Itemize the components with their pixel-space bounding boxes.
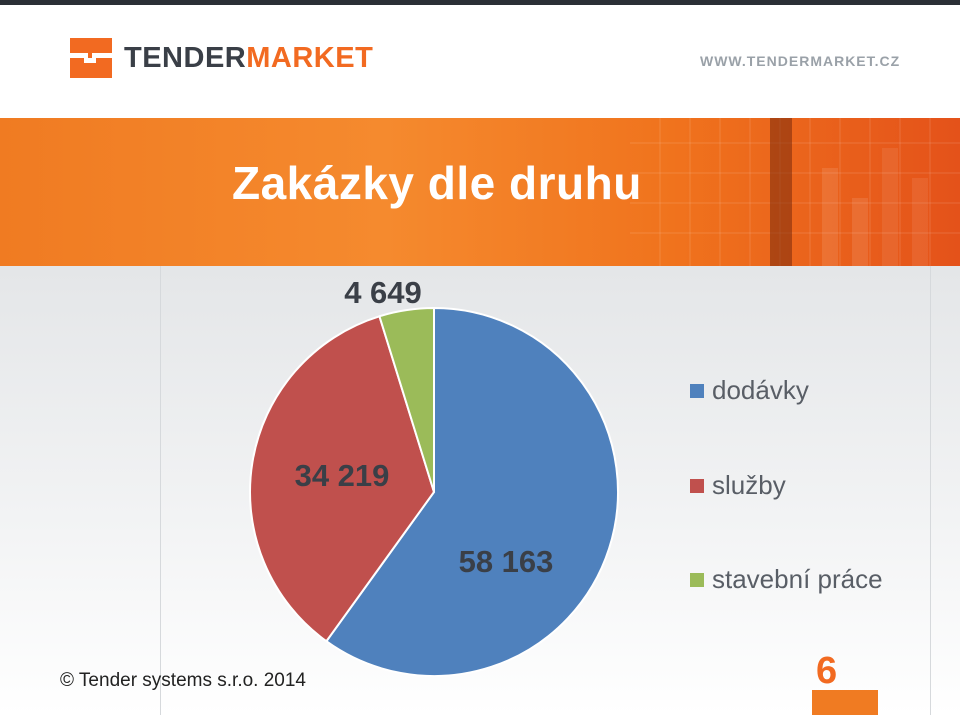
legend-label-stavebni-prace: stavební práce: [712, 564, 883, 594]
frame-line-right: [930, 266, 931, 715]
frame-line-left: [160, 266, 161, 715]
website-link[interactable]: WWW.TENDERMARKET.CZ: [700, 53, 901, 69]
logo-text-part2: MARKET: [246, 42, 374, 74]
legend-swatch-sluzby: [690, 479, 704, 493]
data-label-dodavky: 58 163: [459, 544, 554, 579]
page-number: 6: [816, 650, 838, 692]
top-bar: [0, 0, 960, 5]
logo-text-part1: TENDER: [124, 42, 247, 74]
legend-label-dodavky: dodávky: [712, 375, 809, 405]
pie-chart: 58 163 34 219 4 649 dodávky služby stavební …: [249, 275, 883, 677]
brand-logo: TENDERMARKET: [70, 38, 373, 78]
title-banner: Zakázky dle druhu: [0, 118, 960, 266]
slide-title: Zakázky dle druhu: [232, 157, 642, 209]
legend-swatch-dodavky: [690, 384, 704, 398]
pie-slice-stavebni-prace: [378, 306, 435, 493]
data-label-sluzby: 34 219: [295, 458, 390, 493]
page-number-bar: [812, 690, 878, 715]
data-label-stavebni-prace: 4 649: [344, 275, 422, 310]
pie-slice-dodavky: [324, 306, 619, 677]
copyright-footer: © Tender systems s.r.o. 2014: [60, 670, 306, 691]
legend-label-sluzby: služby: [712, 470, 786, 500]
legend-swatch-stavebni-prace: [690, 573, 704, 587]
logo-text: TENDERMARKET: [124, 38, 373, 78]
banner-decoration: [630, 118, 960, 266]
pie-slice-sluzby: [249, 315, 436, 643]
tendermarket-logo-icon: [70, 38, 112, 78]
